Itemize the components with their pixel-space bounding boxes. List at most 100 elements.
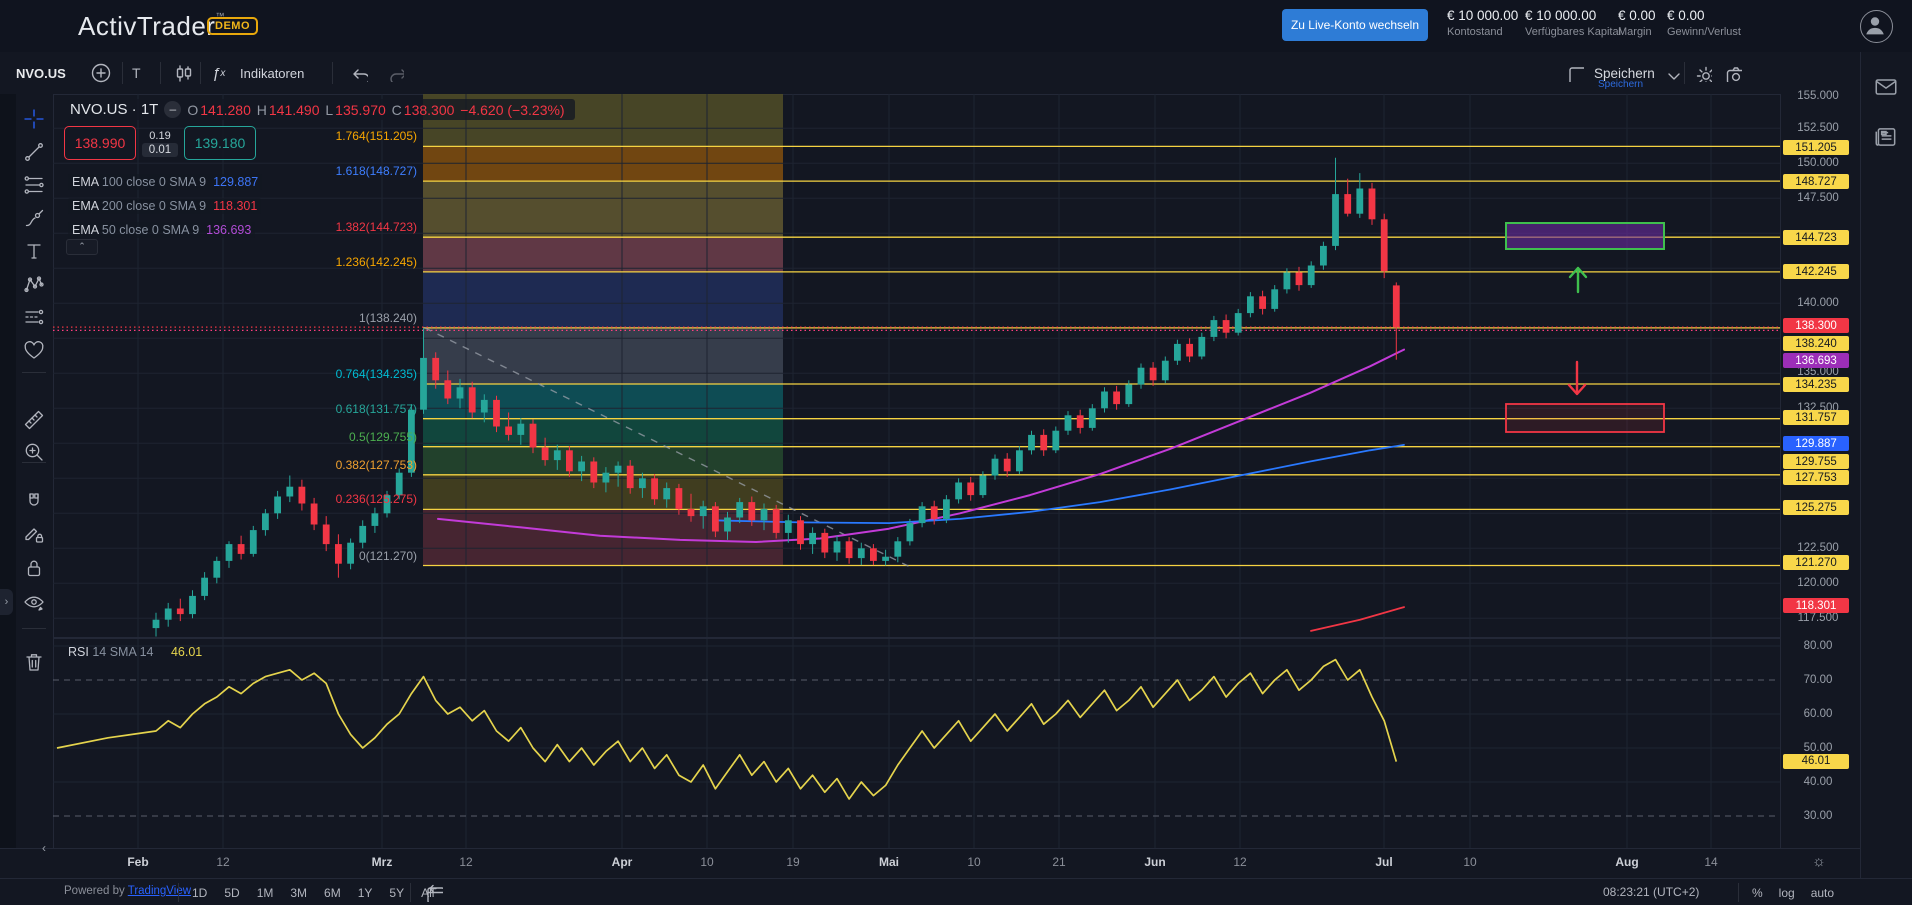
candle xyxy=(784,520,792,533)
delete-tool-icon[interactable] xyxy=(19,647,49,677)
candle xyxy=(164,608,172,620)
redo-icon[interactable] xyxy=(386,59,404,87)
ema-50-line xyxy=(437,348,1405,543)
indicators-button[interactable]: Indikatoren xyxy=(240,65,305,81)
legend-collapse-chevron-icon[interactable]: ⌃ xyxy=(66,239,98,255)
mail-icon[interactable] xyxy=(1873,74,1899,100)
avatar[interactable] xyxy=(1860,10,1893,43)
time-tick: Jun xyxy=(1144,855,1166,869)
pattern-tool-icon[interactable] xyxy=(19,269,49,299)
lock-all-tool-icon[interactable] xyxy=(19,553,49,583)
indicator-legend-row[interactable]: EMA 100 close 0 SMA 9 129.887 xyxy=(68,174,263,190)
indicator-legend-row[interactable]: EMA 200 close 0 SMA 9 118.301 xyxy=(68,198,262,214)
hide-drawings-tool-icon[interactable] xyxy=(19,587,49,617)
range-button-1D[interactable]: 1D xyxy=(192,885,208,900)
snapshot-camera-icon[interactable] xyxy=(1724,59,1742,87)
symbol-button[interactable]: NVO.US xyxy=(16,65,66,81)
range-button-6M[interactable]: 6M xyxy=(324,885,341,900)
legend-symbol[interactable]: NVO.US · 1T xyxy=(70,101,159,118)
news-icon[interactable] xyxy=(1873,124,1899,150)
save-dropdown-chevron-icon[interactable] xyxy=(1662,59,1680,87)
candle xyxy=(760,509,768,521)
chart-plot-area[interactable] xyxy=(53,94,1780,848)
sell-button[interactable]: 138.990 xyxy=(64,126,136,160)
candle xyxy=(1392,285,1400,328)
account-metric: € 0.00 Gewinn/Verlust xyxy=(1667,8,1741,38)
candle xyxy=(408,409,415,473)
candle xyxy=(590,461,598,483)
range-button-5D[interactable]: 5D xyxy=(224,885,240,900)
favorites-heart-tool-icon[interactable] xyxy=(19,335,49,365)
time-axis[interactable]: ‹ ☼ Feb 12 Mrz 12 Apr 10 19 Mai 10 21 Jun 12 Jul 10 Au… xyxy=(0,841,1860,879)
buy-button[interactable]: 139.180 xyxy=(184,126,256,160)
candle xyxy=(1222,320,1230,333)
fib-retracement-tool-icon[interactable] xyxy=(19,170,49,200)
candle xyxy=(979,475,987,496)
session-clock[interactable]: 08:23:21 (UTC+2) xyxy=(1603,885,1700,899)
indicator-legend-row[interactable]: EMA 50 close 0 SMA 9 136.693 xyxy=(68,222,256,238)
price-tick: 120.000 xyxy=(1797,577,1839,589)
candle xyxy=(249,530,257,554)
save-button[interactable]: Speichern xyxy=(1594,65,1655,81)
settings-gear-icon[interactable] xyxy=(1694,59,1712,87)
collapse-legend-minus-icon[interactable]: – xyxy=(164,101,182,118)
log-scale-button[interactable]: log xyxy=(1778,885,1795,900)
candle xyxy=(322,524,330,545)
trend-line-tool-icon[interactable] xyxy=(19,137,49,167)
text-tool-icon[interactable] xyxy=(19,236,49,266)
undo-icon[interactable] xyxy=(350,59,368,87)
range-button-3M[interactable]: 3M xyxy=(290,885,308,900)
price-axis[interactable]: 155.000 152.500 150.000 147.500 140.000 135.0… xyxy=(1780,90,1861,848)
position-tool-icon[interactable] xyxy=(19,302,49,332)
price-label-badge: 121.270 xyxy=(1783,555,1849,570)
account-metric: € 10 000.00 Verfügbares Kapital xyxy=(1525,8,1622,38)
range-button-1Y[interactable]: 1Y xyxy=(357,885,373,900)
chart-type-candles-icon[interactable] xyxy=(172,59,194,87)
zoom-in-tool-icon[interactable] xyxy=(19,437,49,467)
right-icon-strip xyxy=(1860,52,1912,905)
chart-legend: NVO.US · 1T – O 141.280 H 141.490 L 135.970… xyxy=(68,99,575,120)
expand-watchlist-chevron-icon[interactable]: › xyxy=(0,589,13,615)
drawing-pencil-lock-tool-icon[interactable] xyxy=(19,519,49,549)
save-layout-checkbox[interactable] xyxy=(1566,59,1584,87)
interval-button[interactable]: T xyxy=(132,65,141,81)
candle xyxy=(1295,272,1303,286)
range-button-5Y[interactable]: 5Y xyxy=(389,885,405,900)
price-label-badge: 144.723 xyxy=(1783,230,1849,245)
auto-scale-button[interactable]: auto xyxy=(1810,885,1835,900)
price-label-badge: 125.275 xyxy=(1783,500,1849,515)
time-tick: Feb xyxy=(127,855,149,869)
pane-collapse-chevron-icon[interactable]: ‹ xyxy=(42,841,46,855)
candle xyxy=(1234,313,1242,333)
price-tick: 135.000 xyxy=(1797,366,1839,378)
compare-add-button[interactable] xyxy=(90,59,112,87)
ruler-tool-icon[interactable] xyxy=(19,405,49,435)
trade-widget: 138.990 0.19 0.01 139.180 xyxy=(64,126,256,160)
candle xyxy=(1198,336,1206,357)
candle xyxy=(687,509,695,517)
price-label-badge: 129.755 xyxy=(1783,454,1849,469)
bottom-bar: Powered by TradingView 1D 5D 1M 3M 6M 1Y 5Y All… xyxy=(0,878,1912,905)
candle xyxy=(237,544,245,554)
brush-tool-icon[interactable] xyxy=(19,203,49,233)
candle xyxy=(1064,415,1072,431)
theme-sun-icon[interactable]: ☼ xyxy=(1812,853,1826,870)
price-label-badge: 129.887 xyxy=(1783,436,1849,451)
crosshair-tool-icon[interactable] xyxy=(19,104,49,134)
time-tick: 12 xyxy=(459,855,473,869)
time-tick: Mrz xyxy=(371,855,393,869)
candle xyxy=(505,426,512,435)
rsi-tick: 80.00 xyxy=(1803,640,1833,652)
tradingview-link[interactable]: TradingView xyxy=(127,885,192,897)
magnet-tool-icon[interactable] xyxy=(19,487,49,517)
range-button-1M[interactable]: 1M xyxy=(256,885,274,900)
toolbar-divider xyxy=(22,372,46,373)
demo-badge: DEMO xyxy=(207,17,258,35)
percent-scale-button[interactable]: % xyxy=(1752,885,1763,900)
switch-to-live-button[interactable]: Zu Live-Konto wechseln xyxy=(1282,9,1428,41)
candle xyxy=(1003,458,1011,472)
go-to-date-icon[interactable] xyxy=(424,883,445,905)
candle xyxy=(857,548,865,559)
candle xyxy=(432,357,440,381)
